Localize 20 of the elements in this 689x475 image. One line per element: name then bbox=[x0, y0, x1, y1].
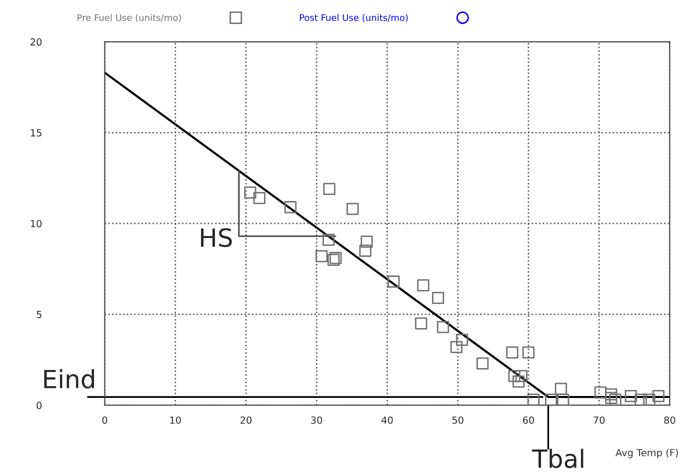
y-tick-label: 0 bbox=[36, 402, 42, 410]
x-tick-label: 20 bbox=[240, 416, 252, 424]
annotation: Tbal bbox=[532, 448, 584, 468]
x-axis-title: Avg Temp (F) bbox=[616, 448, 678, 458]
y-tick-label: 20 bbox=[30, 38, 42, 46]
x-tick-label: 60 bbox=[522, 416, 534, 424]
x-tick-label: 40 bbox=[382, 416, 393, 424]
y-tick-label: 5 bbox=[36, 310, 42, 318]
y-tick-label: 15 bbox=[30, 129, 42, 136]
annotation: HS bbox=[201, 228, 232, 248]
ref-line-label: Eind bbox=[44, 369, 94, 389]
x-tick-label: 70 bbox=[594, 416, 605, 424]
x-tick-label: 0 bbox=[102, 416, 108, 424]
text: Pre Fuel Use (units/mo) bbox=[78, 14, 181, 22]
y-tick-label: 10 bbox=[30, 220, 42, 228]
legend-label: Post Fuel Use (units/mo) bbox=[300, 14, 408, 22]
x-tick-label: 50 bbox=[452, 416, 464, 424]
x-tick-label: 80 bbox=[664, 416, 676, 424]
x-tick-label: 30 bbox=[311, 416, 322, 424]
x-tick-label: 10 bbox=[170, 416, 181, 424]
